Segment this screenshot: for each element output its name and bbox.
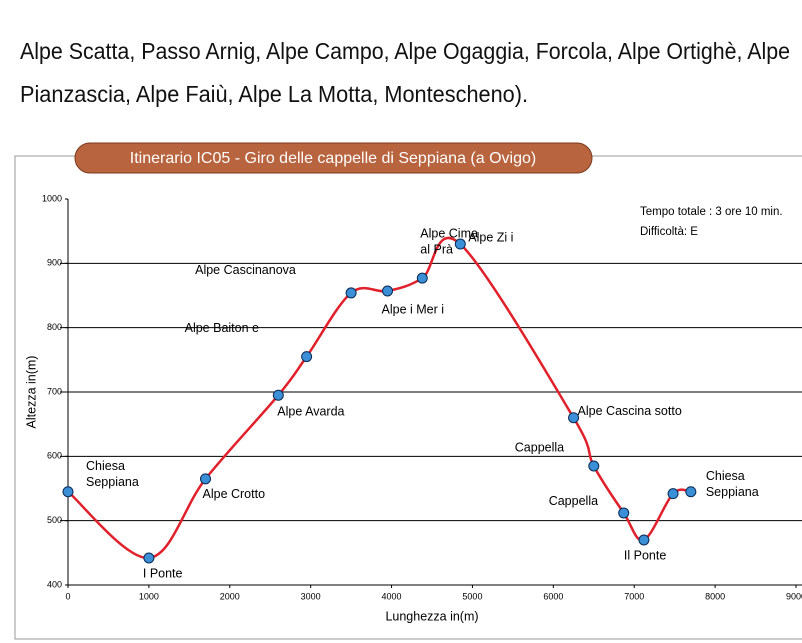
y-tick-label: 1000 — [42, 193, 62, 203]
waypoint — [685, 486, 697, 498]
waypoint-label: Il Ponte — [624, 548, 666, 562]
x-tick-label: 5000 — [462, 591, 482, 601]
waypoint-label: al Prà — [420, 242, 453, 256]
waypoint-label: Alpe Zi i — [468, 230, 513, 244]
waypoint-label: Alpe i Mer i — [382, 302, 445, 316]
waypoint — [416, 272, 428, 284]
waypoint-label: Cappella — [515, 440, 564, 454]
waypoint-label: Alpe Baiton e — [185, 321, 259, 335]
waypoint — [638, 534, 650, 546]
waypoint — [588, 460, 600, 472]
x-tick-label: 0 — [65, 591, 70, 601]
y-tick-label: 400 — [47, 579, 62, 589]
waypoint — [382, 285, 394, 297]
y-axis-label: Altezza in(m) — [24, 356, 38, 429]
waypoint-label: Alpe Cima — [420, 226, 478, 240]
y-tick-label: 700 — [47, 386, 62, 396]
x-tick-label: 6000 — [543, 591, 563, 601]
annotation: Tempo totale : 3 ore 10 min. — [640, 206, 783, 218]
waypoint — [62, 486, 74, 498]
waypoint-label: Alpe Crotto — [203, 487, 266, 501]
x-axis-label: Lunghezza in(m) — [385, 609, 478, 623]
x-tick-label: 9000 — [786, 591, 802, 601]
waypoint — [454, 238, 466, 250]
waypoint — [272, 389, 284, 401]
waypoint-label: Seppiana — [706, 485, 759, 499]
waypoint — [200, 473, 212, 485]
waypoint-label: I Ponte — [143, 566, 183, 580]
waypoint-label: Alpe Cascina sotto — [578, 404, 682, 418]
x-tick-label: 4000 — [382, 591, 402, 601]
waypoint-label: Seppiana — [86, 475, 139, 489]
title-pill — [74, 142, 593, 174]
waypoint — [667, 488, 679, 500]
intro-line: Pianzascia, Alpe Faiù, Alpe La Motta, Mo… — [20, 81, 528, 107]
waypoint — [568, 412, 580, 424]
waypoint — [301, 351, 313, 363]
waypoint-label: Alpe Avarda — [277, 405, 344, 419]
annotation: Difficoltà: E — [640, 226, 698, 238]
intro-line: Alpe Scatta, Passo Arnig, Alpe Campo, Al… — [20, 38, 790, 64]
x-tick-label: 2000 — [220, 591, 240, 601]
waypoint-label: Chiesa — [86, 459, 125, 473]
x-tick-label: 8000 — [705, 591, 725, 601]
waypoint — [345, 287, 357, 299]
y-tick-label: 600 — [47, 451, 62, 461]
waypoint-label: Alpe Cascinanova — [195, 263, 296, 277]
x-tick-label: 1000 — [139, 591, 159, 601]
chart-title: Itinerario IC05 - Giro delle cappelle di… — [130, 150, 536, 167]
y-tick-label: 800 — [47, 322, 62, 332]
waypoint — [143, 552, 155, 564]
waypoint — [618, 507, 630, 519]
y-tick-label: 900 — [47, 258, 62, 268]
y-tick-label: 500 — [47, 515, 62, 525]
waypoint-label: Cappella — [549, 494, 598, 508]
waypoint-label: Chiesa — [706, 469, 745, 483]
x-tick-label: 7000 — [624, 591, 644, 601]
x-tick-label: 3000 — [301, 591, 321, 601]
